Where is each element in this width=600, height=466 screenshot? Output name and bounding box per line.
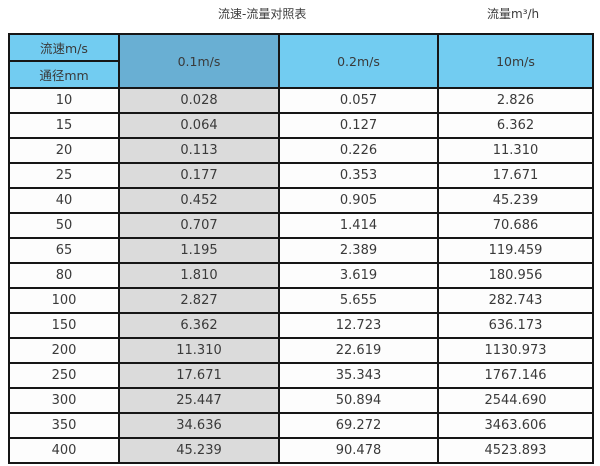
value-cell-10ms: 282.743 [437,287,594,314]
value-cell-10ms: 1130.973 [437,337,594,364]
diameter-cell: 20 [8,137,120,164]
value-cell-10ms: 17.671 [437,162,594,189]
corner-diameter-label: 通径mm [8,60,120,89]
value-cell-02ms: 0.127 [278,112,439,139]
table-row: 65 1.195 2.389 119.459 [8,237,594,264]
value-cell-01ms: 11.310 [118,337,280,364]
value-cell-01ms: 17.671 [118,362,280,389]
column-header-02ms: 0.2m/s [278,33,439,89]
table-body: 10 0.028 0.057 2.826 15 0.064 0.127 6.36… [8,87,594,464]
table-row: 20 0.113 0.226 11.310 [8,137,594,164]
diameter-cell: 100 [8,287,120,314]
header-row-top: 流速m/s 0.1m/s 0.2m/s 10m/s [8,33,594,89]
value-cell-02ms: 50.894 [278,387,439,414]
table-row: 80 1.810 3.619 180.956 [8,262,594,289]
diameter-cell: 200 [8,337,120,364]
diameter-cell: 250 [8,362,120,389]
value-cell-10ms: 4523.893 [437,437,594,464]
diameter-cell: 50 [8,212,120,239]
value-cell-01ms: 34.636 [118,412,280,439]
value-cell-10ms: 180.956 [437,262,594,289]
table-row: 10 0.028 0.057 2.826 [8,87,594,114]
value-cell-01ms: 0.028 [118,87,280,114]
header-row-bottom: 通径mm [8,60,593,89]
flow-unit-caption: 流量m³/h [487,7,540,21]
value-cell-02ms: 0.226 [278,137,439,164]
value-cell-01ms: 0.707 [118,212,280,239]
value-cell-02ms: 0.057 [278,87,439,114]
diameter-cell: 65 [8,237,120,264]
value-cell-02ms: 5.655 [278,287,439,314]
value-cell-10ms: 636.173 [437,312,594,339]
value-cell-01ms: 1.195 [118,237,280,264]
value-cell-10ms: 45.239 [437,187,594,214]
value-cell-02ms: 69.272 [278,412,439,439]
diameter-cell: 80 [8,262,120,289]
value-cell-10ms: 3463.606 [437,412,594,439]
value-cell-02ms: 1.414 [278,212,439,239]
table-row: 300 25.447 50.894 2544.690 [8,387,594,414]
diameter-cell: 25 [8,162,120,189]
table-row: 15 0.064 0.127 6.362 [8,112,594,139]
table-header: 流速m/s 0.1m/s 0.2m/s 10m/s 通径mm [8,33,594,89]
value-cell-01ms: 6.362 [118,312,280,339]
diameter-cell: 10 [8,87,120,114]
value-cell-02ms: 0.905 [278,187,439,214]
value-cell-02ms: 90.478 [278,437,439,464]
value-cell-01ms: 0.064 [118,112,280,139]
value-cell-01ms: 2.827 [118,287,280,314]
value-cell-02ms: 12.723 [278,312,439,339]
table-row: 200 11.310 22.619 1130.973 [8,337,594,364]
table-row: 100 2.827 5.655 282.743 [8,287,594,314]
table-row: 150 6.362 12.723 636.173 [8,312,594,339]
value-cell-10ms: 119.459 [437,237,594,264]
corner-velocity-label: 流速m/s [8,33,120,62]
diameter-cell: 15 [8,112,120,139]
value-cell-01ms: 0.113 [118,137,280,164]
table-row: 25 0.177 0.353 17.671 [8,162,594,189]
table-row: 40 0.452 0.905 45.239 [8,187,594,214]
table-title: 流速-流量对照表 [218,7,307,21]
diameter-cell: 40 [8,187,120,214]
value-cell-01ms: 45.239 [118,437,280,464]
value-cell-10ms: 2.826 [437,87,594,114]
table-row: 50 0.707 1.414 70.686 [8,212,594,239]
table-row: 400 45.239 90.478 4523.893 [8,437,594,464]
diameter-cell: 350 [8,412,120,439]
value-cell-10ms: 6.362 [437,112,594,139]
value-cell-02ms: 35.343 [278,362,439,389]
column-header-01ms: 0.1m/s [118,33,280,89]
column-header-10ms: 10m/s [437,33,594,89]
value-cell-02ms: 0.353 [278,162,439,189]
value-cell-01ms: 0.452 [118,187,280,214]
diameter-cell: 150 [8,312,120,339]
table-row: 250 17.671 35.343 1767.146 [8,362,594,389]
value-cell-02ms: 3.619 [278,262,439,289]
value-cell-01ms: 25.447 [118,387,280,414]
value-cell-10ms: 70.686 [437,212,594,239]
flow-rate-table: 流速m/s 0.1m/s 0.2m/s 10m/s 通径mm 10 0.028 … [8,33,594,464]
diameter-cell: 300 [8,387,120,414]
value-cell-10ms: 1767.146 [437,362,594,389]
value-cell-02ms: 22.619 [278,337,439,364]
value-cell-10ms: 11.310 [437,137,594,164]
value-cell-02ms: 2.389 [278,237,439,264]
table-row: 350 34.636 69.272 3463.606 [8,412,594,439]
diameter-cell: 400 [8,437,120,464]
value-cell-01ms: 0.177 [118,162,280,189]
value-cell-01ms: 1.810 [118,262,280,289]
value-cell-10ms: 2544.690 [437,387,594,414]
